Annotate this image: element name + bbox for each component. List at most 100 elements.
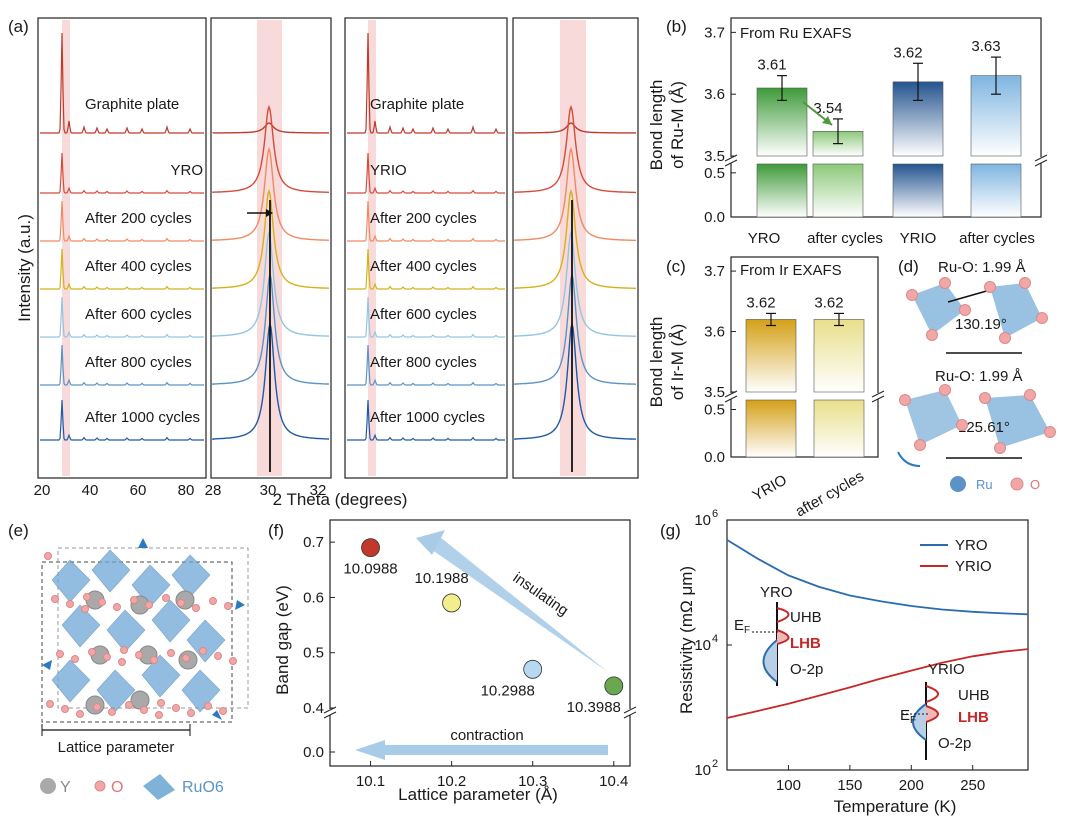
x-tick-label: 100 — [776, 777, 801, 794]
bar-upper — [813, 319, 865, 393]
b-category-label: YRIO — [900, 230, 937, 247]
o-atom — [192, 604, 200, 612]
c-y-axis-title-1: Bond length — [647, 317, 666, 408]
x-tick-label: 10.3 — [518, 773, 547, 790]
bar-value-label: 3.62 — [814, 294, 843, 311]
xrd-trace — [40, 344, 204, 386]
xrd-zoom-trace — [514, 104, 636, 194]
xrd-left-zoom-x-ticks: 28 30 32 — [205, 482, 327, 499]
d-legend-ru: Ru — [976, 477, 993, 492]
x-tick-label: 10.4 — [599, 773, 628, 790]
xrd-trace — [40, 399, 204, 441]
g-legend-yro: YRO — [955, 537, 988, 554]
lhb-band — [776, 629, 790, 645]
ruo6-octahedron — [91, 549, 131, 593]
xrd-trace — [347, 152, 505, 194]
bar-value-label: 3.63 — [971, 38, 1000, 55]
axis-break-mark — [724, 159, 738, 167]
c-y-ticks: 3.5 3.6 3.7 0.0 0.5 — [704, 263, 885, 466]
series-line-yro — [726, 539, 1029, 616]
f-y-axis-title: Band gap (eV) — [273, 585, 292, 695]
o-atom — [81, 605, 89, 613]
inset-yro-o2p: O-2p — [790, 661, 823, 678]
oxygen-atom — [939, 384, 951, 396]
insulating-arrow-body — [425, 537, 608, 672]
o-atom — [162, 594, 170, 602]
xrd-zoom-trace — [514, 230, 637, 337]
series-line-yrio — [726, 648, 1029, 719]
unit-cell-front — [41, 561, 233, 723]
o-atom — [108, 708, 116, 716]
e-caption: Lattice parameter — [58, 739, 175, 756]
bar-lower — [745, 399, 797, 458]
xrd-left-frame — [37, 17, 207, 479]
point-label: 10.3988 — [567, 699, 621, 716]
o-atom — [155, 711, 163, 719]
oxygen-atom — [1044, 426, 1056, 438]
axis-break-mark — [1034, 154, 1048, 162]
axis-break-mark — [323, 706, 337, 714]
xrd-trace-label: After 800 cycles — [370, 354, 477, 371]
xrd-trace-label: After 200 cycles — [85, 210, 192, 227]
o-atom — [61, 705, 69, 713]
xrd-zoom-trace — [212, 104, 329, 193]
c-title: From Ir EXAFS — [740, 262, 842, 279]
insulating-arrow-head — [416, 530, 445, 555]
o-atom — [120, 646, 128, 654]
xrd-zoom-trace — [514, 146, 637, 242]
inset-yrio-title: YRIO — [928, 661, 965, 678]
o-atom — [93, 703, 101, 711]
bar-value-label: 3.62 — [893, 44, 922, 61]
panel-a: (a) Intensity (a.u.) 2 Theta (degrees) G… — [8, 17, 639, 509]
xrd-left-labels: Graphite plate YRO After 200 cycles After 4… — [85, 96, 203, 426]
f-frame — [329, 519, 631, 767]
xrd-trace — [347, 200, 505, 242]
y-tick-label: 0.4 — [303, 700, 324, 717]
lhb-band — [925, 705, 939, 723]
y-tick-label: 3.5 — [704, 384, 725, 401]
bar-lower — [892, 163, 944, 218]
inset-yro-title: YRO — [760, 584, 793, 601]
g-lines — [726, 539, 1029, 719]
xrd-right-labels: Graphite plate YRIO After 200 cycles After … — [370, 96, 485, 426]
unit-cell-back — [57, 547, 249, 709]
oxygen-atom — [906, 289, 918, 301]
compress-arrow — [42, 660, 52, 670]
inset-ef: EF — [900, 707, 916, 726]
o-atom — [167, 649, 175, 657]
bar-lower — [813, 399, 865, 458]
yrio-band-inset: YRIO EF UHB LHB O-2p — [900, 661, 990, 760]
panel-f: (f) Band gap (eV) Lattice parameter (Å) … — [268, 519, 637, 804]
d-top-bond-label: Ru-O: 1.99 Å — [938, 259, 1026, 276]
o-atom — [98, 598, 106, 606]
xrd-zoom-trace — [212, 122, 329, 134]
panel-f-label: (f) — [268, 521, 284, 540]
xrd-left-highlight — [62, 20, 70, 476]
o-atom — [229, 657, 237, 665]
axis-break-gap — [324, 709, 636, 715]
d-bottom-bond-label: Ru-O: 1.99 Å — [935, 368, 1023, 385]
y-atom-legend-icon — [40, 778, 56, 794]
b-category-label: after cycles — [807, 230, 883, 247]
compress-arrow — [235, 600, 245, 610]
y-tick-exponent: 2 — [712, 758, 718, 770]
octahedron — [985, 395, 1050, 448]
b-frame — [730, 17, 1042, 218]
o-atom — [88, 648, 96, 656]
y-tick-label: 0.5 — [704, 402, 725, 419]
scatter-point — [361, 538, 380, 558]
contraction-arrow-body — [380, 745, 608, 755]
panel-b-label: (b) — [666, 17, 687, 36]
y-tick-label: 3.5 — [704, 148, 725, 165]
bar-upper — [745, 319, 797, 393]
oxygen-atom — [1036, 312, 1048, 324]
o-atom — [214, 652, 222, 660]
x-tick-label: 10.2 — [437, 773, 466, 790]
inset-yro-lhb: LHB — [790, 635, 821, 652]
o-atom — [66, 600, 74, 608]
axis-break-gap — [725, 157, 1047, 163]
crystal-structure — [44, 549, 237, 719]
o-atom — [76, 710, 84, 718]
y-tick-label: 0.7 — [303, 534, 324, 551]
